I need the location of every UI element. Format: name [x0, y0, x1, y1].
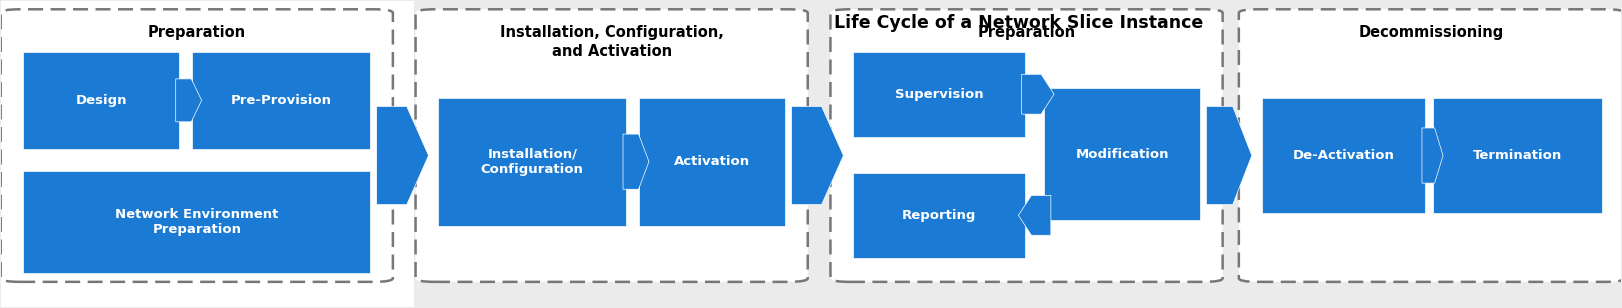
Text: Design: Design [75, 94, 127, 107]
FancyBboxPatch shape [853, 52, 1025, 137]
Polygon shape [376, 107, 428, 205]
FancyBboxPatch shape [23, 52, 178, 149]
Text: Life Cycle of a Network Slice Instance: Life Cycle of a Network Slice Instance [834, 14, 1204, 32]
FancyBboxPatch shape [1045, 88, 1200, 220]
Polygon shape [1022, 74, 1054, 114]
Polygon shape [1019, 195, 1051, 235]
FancyBboxPatch shape [191, 52, 370, 149]
Text: Supervision: Supervision [895, 88, 983, 101]
Text: Reporting: Reporting [902, 209, 976, 222]
Text: Preparation: Preparation [148, 25, 247, 40]
Polygon shape [175, 79, 201, 122]
Polygon shape [623, 134, 649, 189]
FancyBboxPatch shape [1262, 98, 1426, 213]
Text: Termination: Termination [1473, 149, 1562, 162]
Text: De-Activation: De-Activation [1293, 149, 1395, 162]
FancyBboxPatch shape [1239, 9, 1622, 282]
FancyBboxPatch shape [23, 171, 370, 273]
FancyBboxPatch shape [0, 9, 393, 282]
Polygon shape [1207, 107, 1252, 205]
Text: Preparation: Preparation [978, 25, 1075, 40]
Text: Modification: Modification [1075, 148, 1169, 160]
Text: Installation/
Configuration: Installation/ Configuration [480, 148, 584, 176]
Text: Network Environment
Preparation: Network Environment Preparation [115, 208, 279, 236]
FancyBboxPatch shape [1434, 98, 1603, 213]
FancyBboxPatch shape [438, 98, 626, 226]
Text: Pre-Provision: Pre-Provision [230, 94, 331, 107]
Text: Activation: Activation [675, 155, 751, 168]
Bar [0, 1, 414, 307]
Polygon shape [792, 107, 843, 205]
Text: Decommissioning: Decommissioning [1359, 25, 1504, 40]
FancyBboxPatch shape [830, 9, 1223, 282]
FancyBboxPatch shape [415, 9, 808, 282]
FancyBboxPatch shape [853, 173, 1025, 258]
FancyBboxPatch shape [639, 98, 785, 226]
Polygon shape [1422, 128, 1444, 183]
Text: Installation, Configuration,
and Activation: Installation, Configuration, and Activat… [500, 25, 723, 59]
